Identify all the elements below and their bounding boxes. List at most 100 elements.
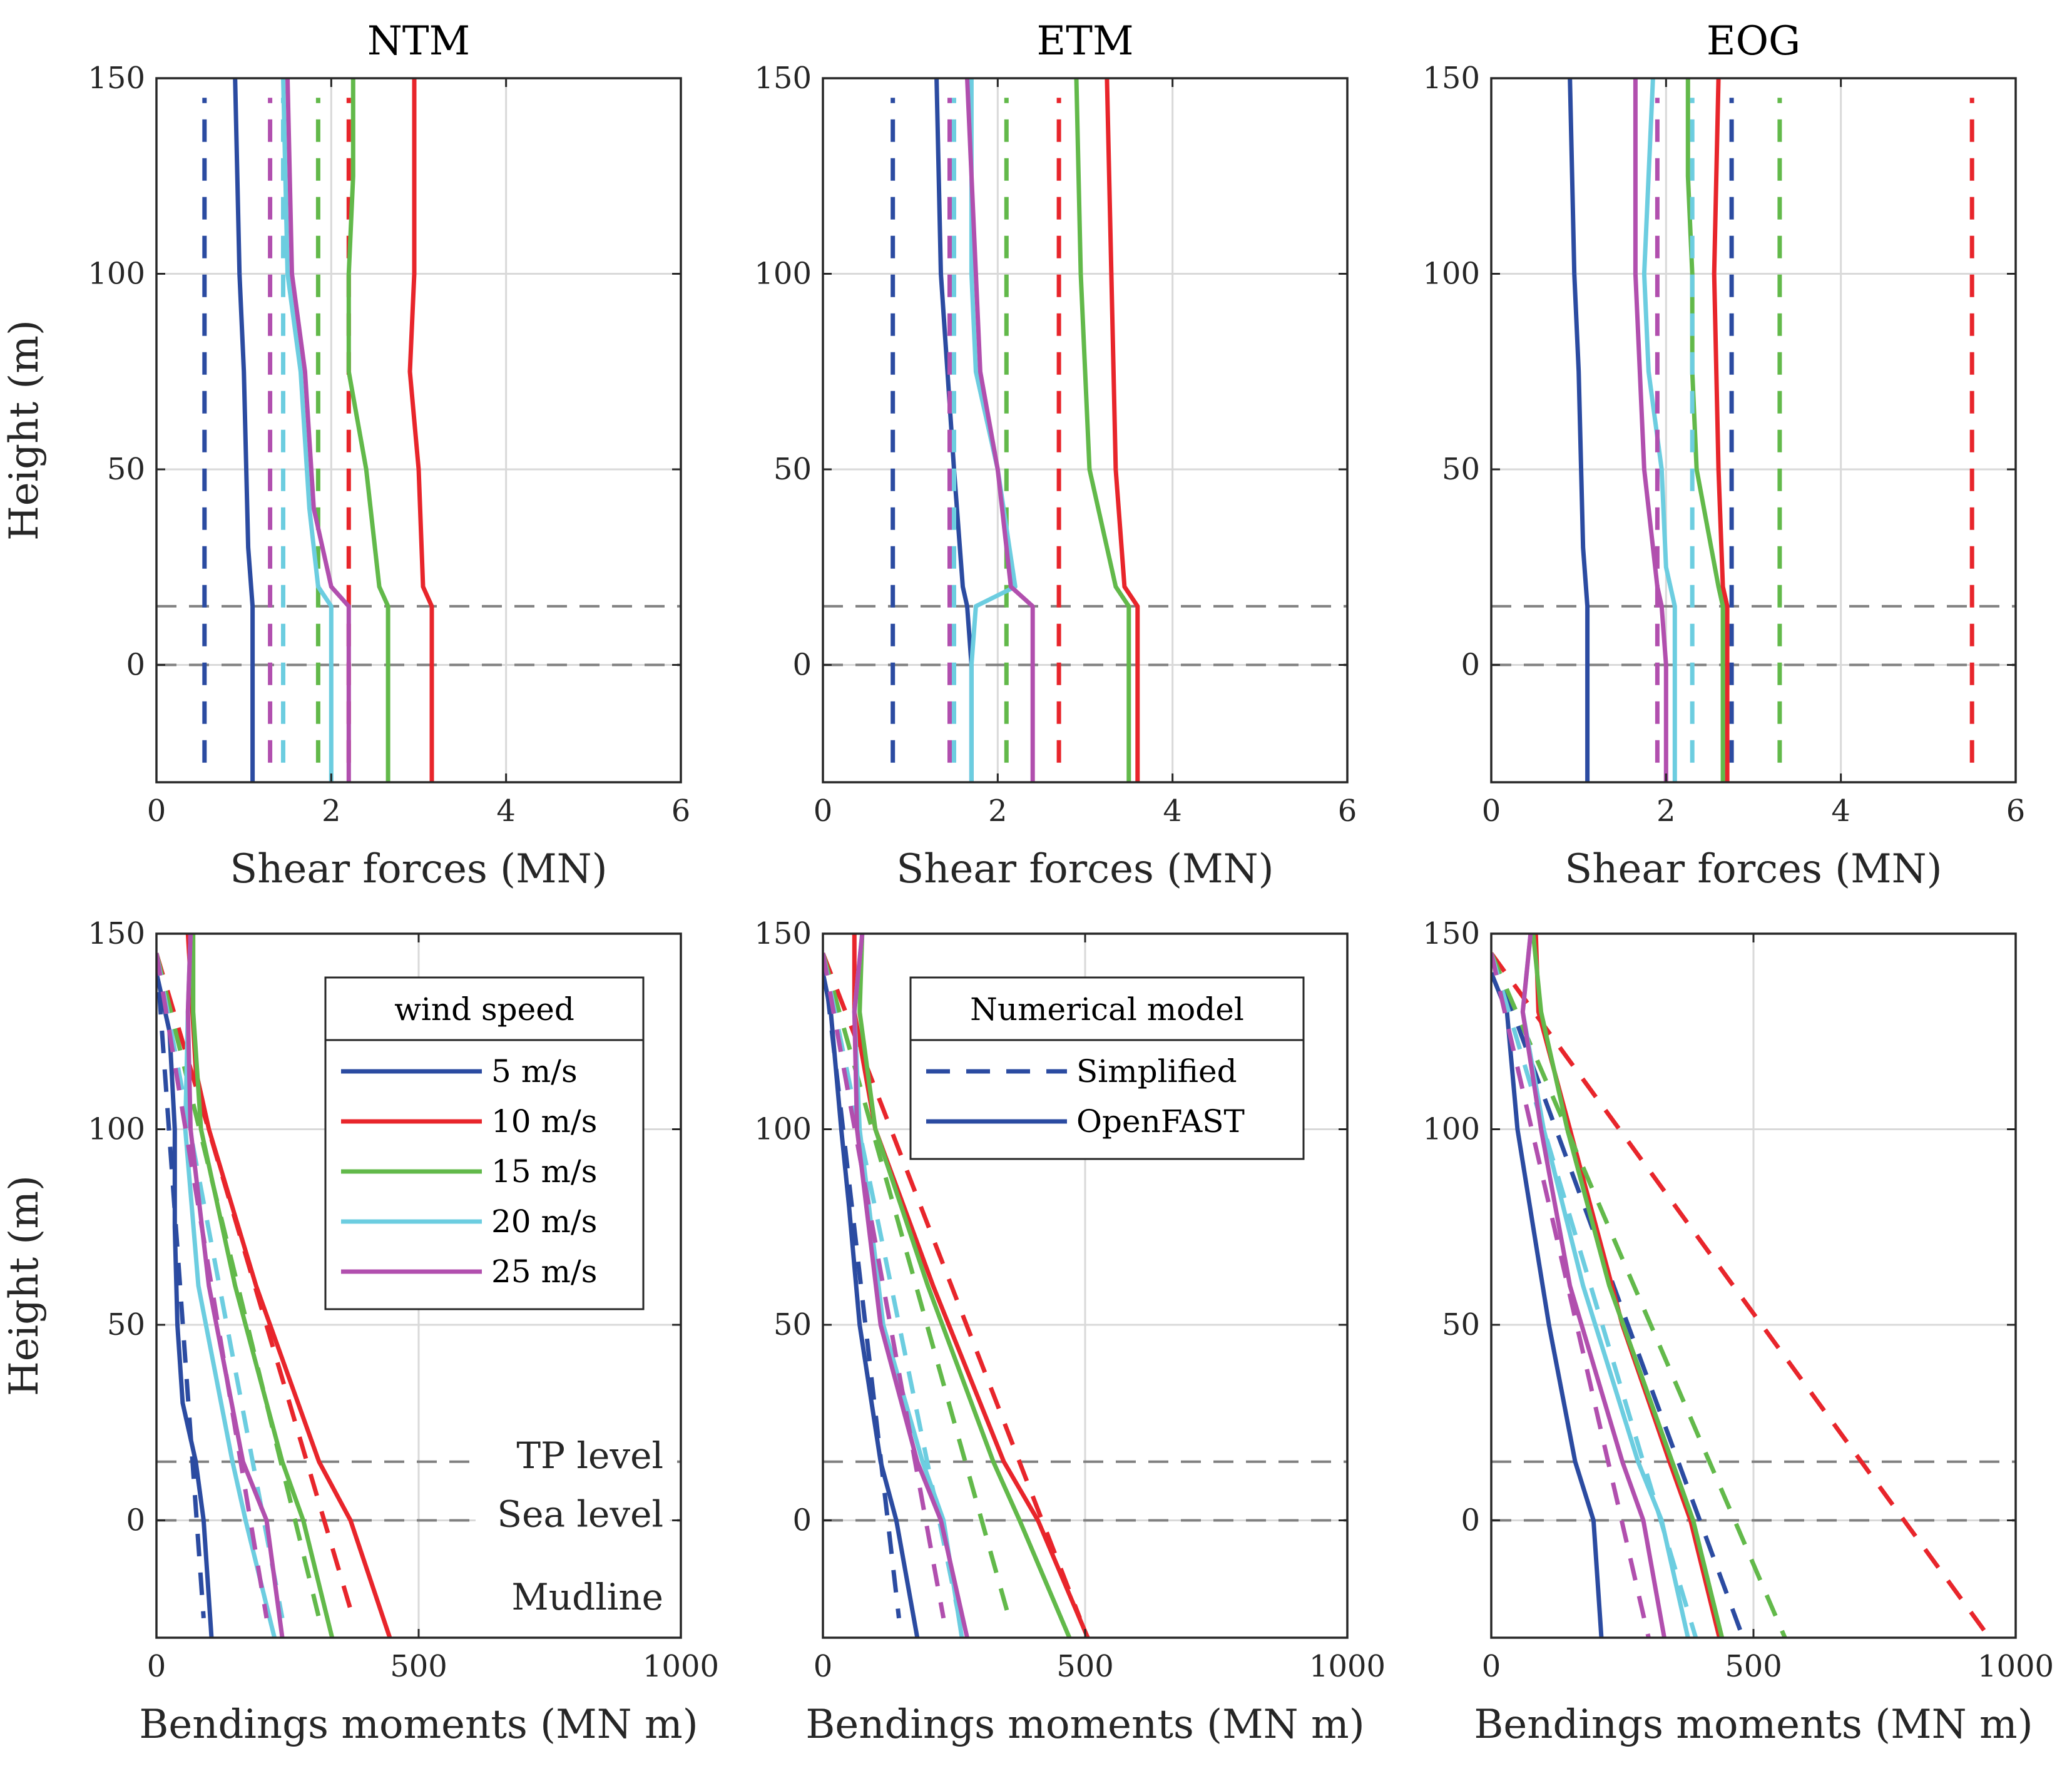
y-tick-label: 100 [1422,1112,1480,1147]
chart-panel-1: 0 2 4 6 0 50 100 150 NTM Shear forces (MN) Height … [1,18,690,892]
x-tick-label: 0 [147,1649,166,1684]
series-line [823,952,946,1619]
legend-entry-label: 20 m/s [491,1203,597,1240]
y-tick-label: 50 [1442,452,1480,487]
y-tick-label: 0 [126,648,145,683]
y-tick-label: 50 [1442,1307,1480,1342]
chart-title: ETM [1037,18,1134,64]
series-line [1491,952,1651,1638]
plot-area [1491,78,2016,782]
y-axis-label: Height (m) [1,320,48,541]
series-line [346,78,390,782]
series-line [407,78,434,782]
x-tick-label: 0 [147,794,166,829]
series-line [852,934,969,1638]
series-line [1641,78,1677,782]
y-tick-label: 150 [1422,916,1480,951]
y-tick-label: 50 [773,1307,812,1342]
y-tick-label: 0 [1461,648,1480,683]
chart-panel-4: 0 500 1000 0 50 100 150 Bendings moments (MN m)… [1,916,719,1748]
x-tick-label: 0 [814,1649,833,1684]
x-tick-label: 500 [390,1649,447,1684]
series-group [823,934,1090,1638]
x-axis-label: Bendings moments (MN m) [1474,1702,2033,1748]
y-tick-label: 100 [1422,257,1480,292]
annotation-label: Mudline [511,1576,663,1618]
y-tick-label: 150 [88,61,145,96]
legend-box [324,976,645,1310]
series-group [156,934,392,1638]
y-tick-label: 150 [88,916,145,951]
x-tick-label: 6 [2006,794,2026,829]
x-tick-label: 2 [988,794,1008,829]
series-line [1633,78,1668,782]
x-tick-label: 4 [1831,794,1850,829]
y-tick-label: 50 [107,1307,145,1342]
legend-title: Numerical model [970,991,1244,1028]
series-line [1568,78,1590,782]
series-line [1685,78,1725,782]
y-tick-label: 50 [773,452,812,487]
y-tick-label: 0 [792,1503,812,1538]
plot-frame [1490,77,2017,783]
x-axis-label: Shear forces (MN) [896,846,1273,892]
y-tick-label: 150 [754,61,812,96]
x-tick-label: 4 [1163,794,1182,829]
x-axis-label: Shear forces (MN) [1564,846,1942,892]
chart-title: EOG [1707,18,1800,64]
legend-entry-label: 10 m/s [491,1103,597,1140]
x-tick-label: 6 [671,794,691,829]
x-tick-label: 6 [1338,794,1357,829]
legend-entry-label: 5 m/s [491,1053,578,1090]
panels: 0 2 4 6 0 50 100 150 NTM Shear forces (MN) Height … [1,18,2054,1748]
series-line [1520,934,1666,1638]
y-tick-label: 0 [792,648,812,683]
y-tick-label: 100 [754,1112,812,1147]
x-tick-label: 1000 [643,1649,719,1684]
y-tick-label: 100 [88,257,145,292]
series-group [891,78,1140,782]
annotation-bg [476,1577,670,1620]
series-line [1074,78,1131,782]
series-line [156,952,269,1619]
series-line [1531,934,1725,1638]
chart-panel-6: 0 500 1000 0 50 100 150 Bendings moments (MN m) [1422,916,2054,1748]
y-tick-label: 150 [1422,61,1480,96]
series-line [965,78,1035,782]
x-tick-label: 0 [814,794,833,829]
legend-box [909,976,1305,1160]
x-axis-label: Bendings moments (MN m) [805,1702,1364,1748]
y-tick-label: 0 [126,1503,145,1538]
series-line [1491,952,1991,1638]
plot-area [156,78,681,782]
legend-entry-label: Simplified [1076,1053,1237,1090]
series-group [1568,78,1974,782]
x-tick-label: 2 [1656,794,1676,829]
chart-title: NTM [367,18,470,64]
x-tick-label: 4 [496,794,516,829]
x-tick-label: 2 [322,794,341,829]
series-line [156,972,214,1638]
annotation-bg [476,1435,670,1478]
plot-area [823,78,1347,782]
plot-frame [155,77,682,783]
series-line [281,78,334,782]
x-tick-label: 1000 [1309,1649,1386,1684]
annotation-label: TP level [516,1434,663,1477]
x-tick-label: 500 [1725,1649,1782,1684]
series-line [857,934,1072,1638]
y-tick-label: 150 [754,916,812,951]
legend-entry-label: 25 m/s [491,1253,597,1290]
y-tick-label: 50 [107,452,145,487]
y-tick-label: 100 [754,257,812,292]
series-line [185,934,285,1638]
legend-numerical-model: Numerical model Simplified OpenFAST [909,976,1305,1160]
y-axis-label: Height (m) [1,1175,48,1396]
series-line [233,78,255,782]
series-line [823,952,901,1619]
annotation-bg [476,1494,670,1537]
series-line [1491,952,1787,1638]
series-line [156,953,206,1619]
x-tick-label: 1000 [1978,1649,2054,1684]
